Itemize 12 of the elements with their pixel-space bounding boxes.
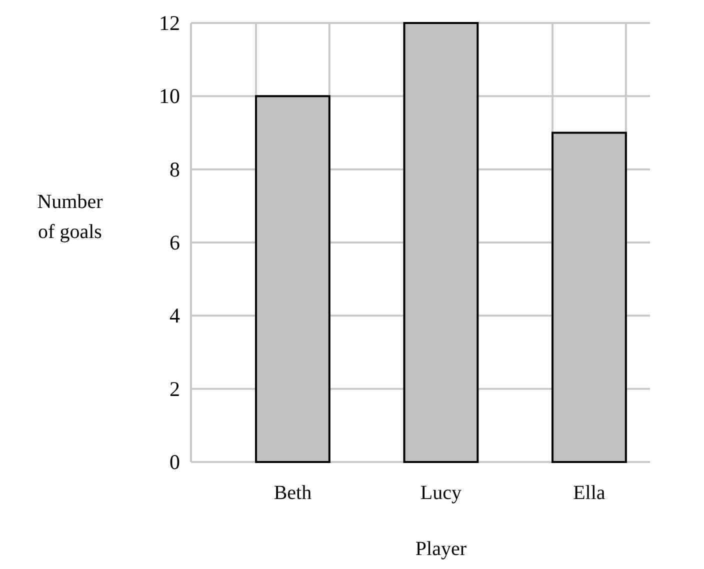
- y-tick-label: 12: [159, 11, 180, 35]
- y-tick-label: 6: [170, 230, 180, 254]
- y-tick-label: 10: [159, 84, 180, 108]
- y-tick-label: 4: [170, 304, 180, 328]
- x-axis-title: Player: [415, 538, 467, 560]
- x-tick-label: Ella: [573, 482, 606, 504]
- y-tick-label: 8: [170, 157, 180, 182]
- x-tick-label: Lucy: [420, 482, 462, 504]
- x-tick-label: Beth: [274, 482, 312, 504]
- y-axis-title: Number of goals: [37, 191, 104, 243]
- y-tick-label: 0: [170, 450, 180, 474]
- y-tick-label: 2: [170, 376, 180, 401]
